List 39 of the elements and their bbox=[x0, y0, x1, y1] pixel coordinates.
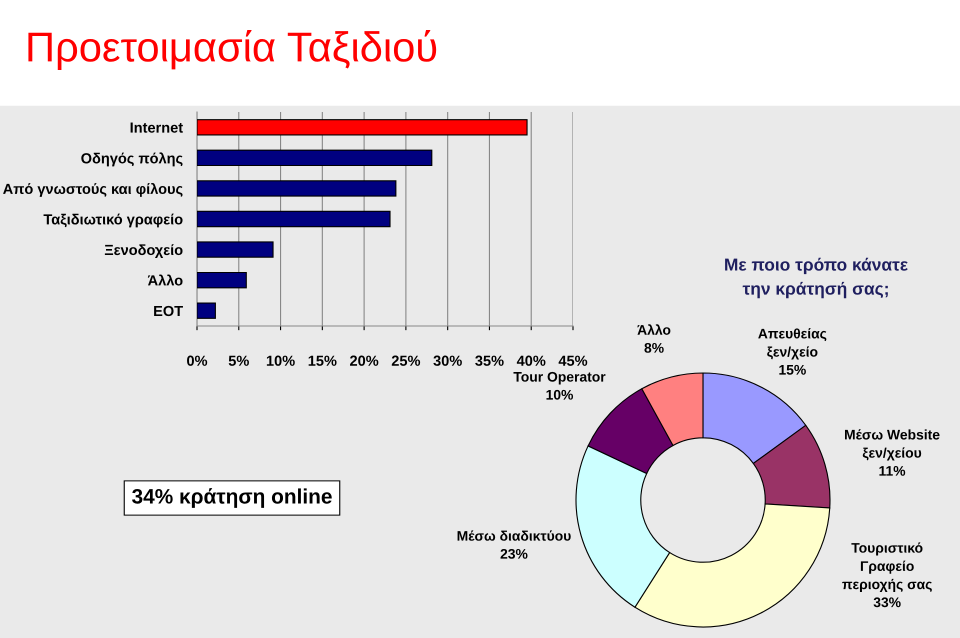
y-tick-label: Άλλο bbox=[148, 274, 183, 286]
data-label: 11% bbox=[879, 466, 906, 476]
bar bbox=[197, 302, 216, 319]
y-tick-label: Οδηγός πόλης bbox=[81, 152, 183, 166]
data-label: 8% bbox=[644, 342, 664, 353]
x-tick-label: 25% bbox=[392, 356, 420, 366]
data-label: 23% bbox=[500, 548, 528, 559]
bar bbox=[197, 119, 528, 136]
data-label: 33% bbox=[874, 597, 901, 608]
slice-label: Άλλο bbox=[637, 324, 670, 335]
bar bbox=[197, 180, 396, 197]
bar bbox=[197, 272, 247, 288]
x-tick-label: 15% bbox=[308, 356, 337, 366]
chart-title: Προετοιμασία Ταξιδιού bbox=[28, 30, 436, 70]
y-tick-label: Ξενοδοχείο bbox=[104, 244, 183, 258]
y-tick-label: Internet bbox=[130, 122, 183, 133]
y-tick-label: ΕΟΤ bbox=[154, 306, 183, 316]
chart-title: Με ποιο τρόπο κάνατε την κράτησή σας; bbox=[725, 258, 908, 298]
slice-label: Μέσω διαδικτύου bbox=[458, 530, 571, 541]
slice-label: Απευθείας ξεν/χείο bbox=[758, 328, 826, 360]
slice-label: Μέσω Website ξεν/χείου bbox=[844, 429, 940, 461]
y-tick-label: Από γνωστούς και φίλους bbox=[3, 182, 183, 197]
bar bbox=[197, 210, 391, 228]
data-label: 10% bbox=[546, 390, 574, 400]
bar bbox=[197, 150, 432, 166]
slice-label: Tour Operator bbox=[513, 372, 606, 384]
x-tick-label: 35% bbox=[475, 356, 504, 366]
x-tick-label: 0% bbox=[187, 356, 208, 366]
bar bbox=[197, 241, 274, 258]
x-tick-label: 10% bbox=[266, 356, 295, 366]
x-tick-label: 45% bbox=[558, 356, 588, 366]
x-tick-label: 30% bbox=[433, 356, 462, 366]
x-tick-label: 20% bbox=[350, 356, 378, 366]
y-tick-label: Ταξιδιωτικό γραφείο bbox=[44, 214, 183, 228]
slice-label: Τουριστικό Γραφείο περιοχής σας bbox=[842, 542, 932, 592]
x-tick-label: 5% bbox=[228, 356, 249, 366]
data-label: 15% bbox=[779, 364, 806, 375]
x-tick-label: 40% bbox=[516, 356, 546, 366]
text: 34% κράτηση online bbox=[132, 488, 332, 508]
